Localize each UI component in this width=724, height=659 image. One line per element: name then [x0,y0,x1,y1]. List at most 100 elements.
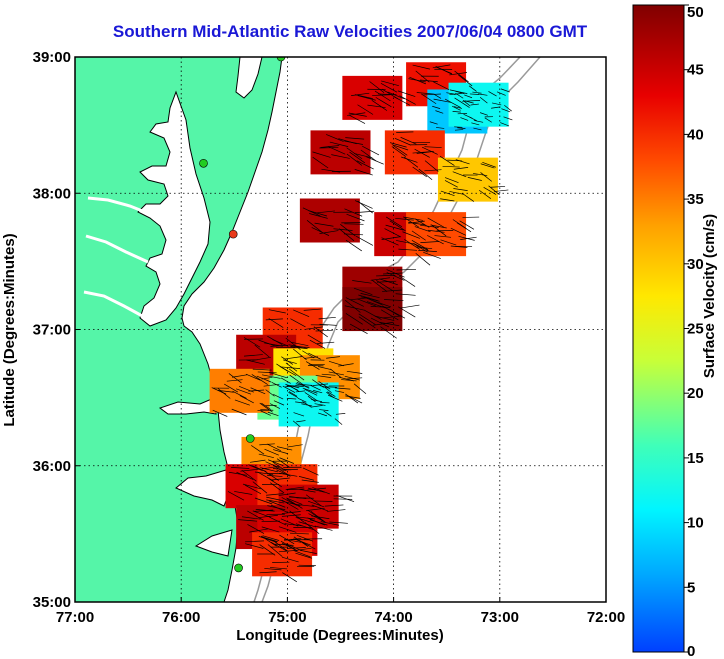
velocity-arrow [306,220,323,233]
velocity-arrow [455,92,464,99]
velocity-arrow [281,556,299,563]
velocity-arrow [301,403,313,407]
velocity-arrow [231,467,250,469]
velocity-arrow [269,567,288,570]
velocity-arrow [482,161,496,168]
velocity-arrow [414,226,431,233]
velocity-arrow [315,210,335,214]
velocity-arrow [319,409,329,411]
velocity-arrow [412,166,427,178]
velocity-arrow [348,112,367,117]
velocity-arrow [400,136,417,145]
velocity-arrow [242,483,261,490]
rappahannock-river [85,234,149,264]
velocity-arrow [266,474,283,477]
velocity-arrow [320,145,340,148]
velocity-arrow [259,544,276,556]
velocity-arrow [357,95,376,101]
velocity-arrow [338,228,355,242]
velocity-arrow [244,484,262,495]
velocity-arrow [493,189,509,192]
velocity-arrow [328,361,344,367]
velocity-arrow [326,391,335,399]
velocity-arrow [296,420,306,423]
velocity-arrow [401,156,418,163]
velocity-arrow [395,217,414,221]
velocity-arrow [424,169,442,172]
colorbar-tick-label: 5 [687,579,695,596]
radar-station-marker [276,57,286,62]
velocity-arrow [440,190,455,196]
velocity-arrow [309,339,326,349]
velocity-arrow [285,385,295,388]
y-tick-label: 38:00 [33,185,71,202]
velocity-arrow [247,524,265,534]
velocity-arrow [258,453,274,458]
velocity-arrow [218,390,234,393]
velocity-arrow [444,98,461,108]
velocity-arrow [279,534,295,545]
velocity-arrow [335,412,346,415]
chesapeake-bay [137,90,211,327]
velocity-arrow [323,386,338,388]
velocity-arrow [327,391,336,397]
velocity-arrow [302,401,312,408]
velocity-arrow [458,74,473,87]
velocity-arrow [408,220,425,224]
velocity-arrow [293,309,310,318]
velocity-arrow [428,229,445,233]
velocity-arrow [344,208,363,217]
velocity-arrow [356,160,374,170]
velocity-arrow [454,129,464,131]
velocity-arrow [241,516,261,520]
velocity-arrow [344,305,365,311]
velocity-arrow [261,526,280,533]
velocity-arrow [460,117,469,121]
velocity-arrow [449,191,464,195]
velocity-arrow [226,379,243,382]
velocity-arrow [421,146,438,155]
velocity-arrow [313,326,328,338]
velocity-arrow [371,279,388,292]
velocity-arrow [236,388,252,395]
velocity-arrow [304,388,318,396]
velocity-arrow [470,103,479,106]
y-tick-label: 36:00 [33,458,71,475]
velocity-arrow [246,359,265,365]
velocity-arrow [371,100,388,111]
velocity-arrow [288,391,298,397]
velocity-arrow [353,287,373,295]
velocity-arrow [259,443,275,446]
velocity-arrow [333,498,353,500]
velocity-arrow [433,93,442,99]
velocity-arrow [352,280,372,284]
velocity-arrow [298,521,317,528]
velocity-arrow [450,227,467,236]
velocity-arrow [259,514,278,518]
velocity-arrow [238,519,258,522]
velocity-arrow [318,316,336,320]
velocity-arrow [238,386,254,393]
velocity-arrow [439,155,455,166]
velocity-arrow [349,151,366,164]
velocity-arrow [228,471,248,476]
velocity-arrow [252,368,272,371]
radar-station-marker [199,158,208,168]
velocity-arrow [435,66,452,74]
velocity-arrow [351,92,370,96]
velocity-arrow [449,89,468,94]
velocity-arrow [269,500,286,508]
velocity-arrow [367,104,386,108]
velocity-arrow [414,218,430,228]
velocity-arrow [416,92,435,95]
velocity-arrow [280,377,291,384]
velocity-arrow [314,525,333,531]
velocity-arrow [479,112,488,116]
velocity-arrow [454,97,470,108]
velocity-vectors [211,64,513,583]
velocity-arrow [295,390,306,393]
velocity-arrow [433,81,450,91]
colorbar-tick-label: 40 [687,126,704,143]
velocity-arrow [268,371,288,379]
